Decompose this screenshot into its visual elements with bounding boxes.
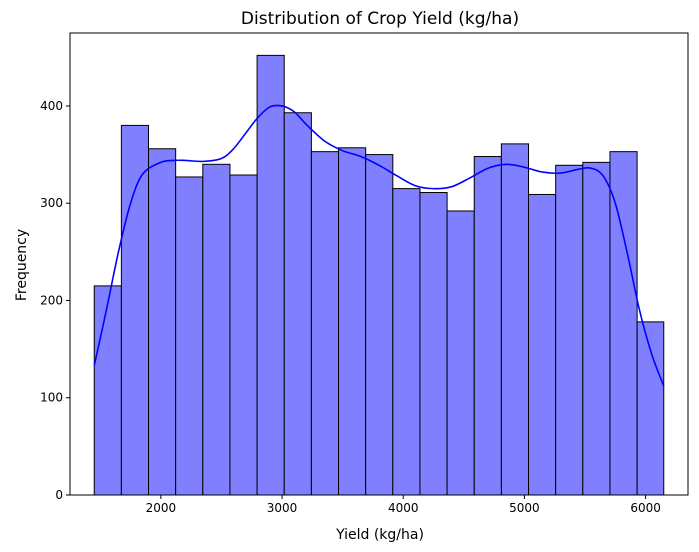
histogram-bar [555,164,584,496]
chart-title: Distribution of Crop Yield (kg/ha) [241,9,519,29]
axes [69,32,689,496]
histogram-bar [446,210,475,496]
kde-curve [93,104,665,387]
y-tick-label: 400 [40,99,63,113]
histogram-bar [419,192,448,496]
histogram-bar [310,151,340,496]
x-tick-label: 3000 [267,501,298,515]
histogram-bar [365,154,394,496]
histogram-bar [229,174,258,496]
x-tick-label: 5000 [509,501,540,515]
histogram-bars [93,54,665,496]
x-tick-label: 6000 [630,501,661,515]
y-tick-label: 300 [40,196,63,210]
histogram-bar [120,124,150,496]
histogram-bar [175,176,204,496]
y-axis-label: Frequency [14,229,30,301]
y-tick-label: 0 [55,488,63,502]
x-axis-label: Yield (kg/ha) [335,527,424,543]
histogram-bar [473,156,502,496]
histogram-bar [338,147,367,496]
axes-frame [69,32,689,496]
histogram-bar [582,161,611,496]
x-tick-label: 4000 [388,501,419,515]
y-tick-label: 200 [40,293,63,307]
histogram-bar [202,163,231,496]
histogram-bar [392,188,421,496]
histogram-bar [609,151,638,496]
histogram-bar [283,112,312,496]
y-axis-ticks: 0 100 200 300 400 [40,99,70,502]
histogram-bar [528,193,557,496]
histogram-bar [93,285,122,496]
x-tick-label: 2000 [146,501,177,515]
x-axis-ticks: 2000 3000 4000 5000 6000 [146,495,661,515]
y-tick-label: 100 [40,391,63,405]
histogram-bar [256,54,285,496]
histogram-bar [148,148,177,496]
histogram-bar [500,143,530,496]
